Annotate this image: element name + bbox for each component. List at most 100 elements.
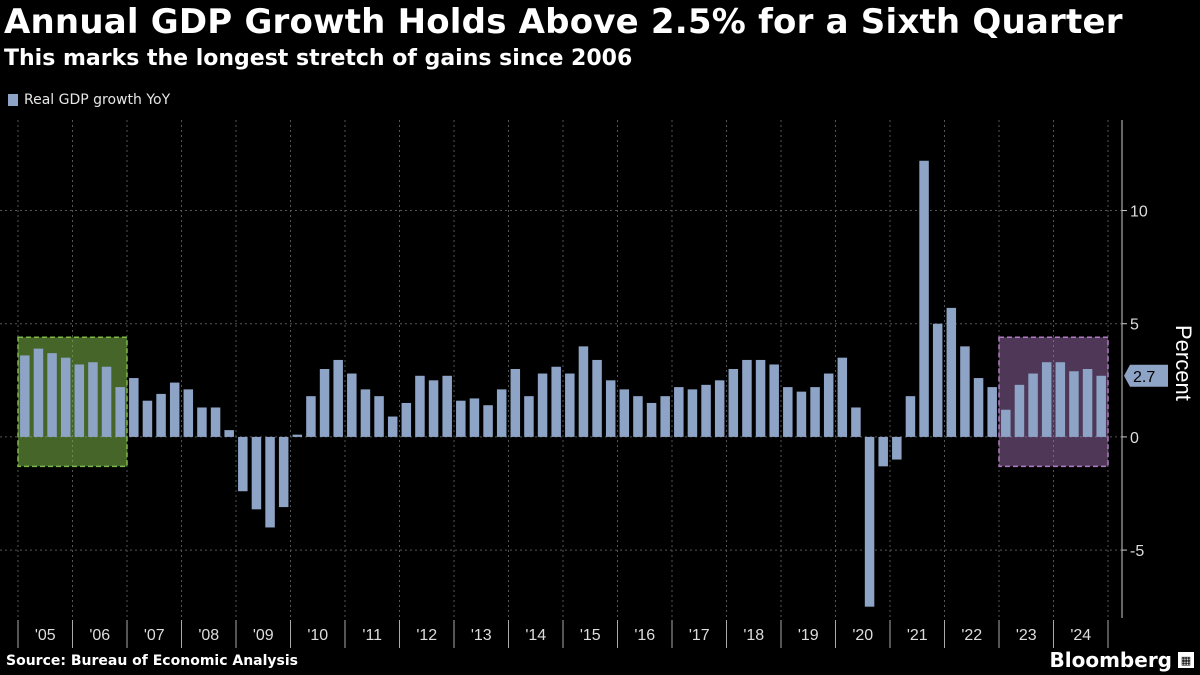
legend-swatch xyxy=(8,94,18,106)
bar xyxy=(33,348,44,437)
x-tick-label: '17 xyxy=(689,627,710,644)
bar xyxy=(946,307,957,437)
bar xyxy=(347,373,357,437)
x-tick-label: '16 xyxy=(634,627,655,644)
bar xyxy=(238,436,248,492)
bar-layer xyxy=(20,160,1106,607)
bar xyxy=(660,396,670,437)
bar xyxy=(469,398,480,437)
bar xyxy=(374,396,384,437)
bar xyxy=(483,405,493,437)
grid-layer xyxy=(0,120,1122,618)
bar xyxy=(1055,362,1066,437)
bar xyxy=(987,387,997,437)
x-tick-label: '11 xyxy=(362,627,382,644)
y-tick-label: 5 xyxy=(1130,317,1139,334)
bar xyxy=(415,375,425,437)
x-tick-label: '10 xyxy=(307,627,328,644)
bar xyxy=(823,373,834,437)
bar xyxy=(796,391,807,437)
bar xyxy=(224,430,234,437)
bar xyxy=(960,346,970,437)
bar xyxy=(1014,384,1025,437)
last-value-callout xyxy=(1124,364,1168,387)
bar xyxy=(892,436,902,460)
bar xyxy=(919,160,929,437)
bar xyxy=(565,373,575,437)
bar xyxy=(319,369,330,437)
bar xyxy=(851,407,861,437)
bar xyxy=(633,396,643,437)
x-tick-label: '14 xyxy=(525,627,546,644)
bar xyxy=(905,396,916,437)
bar xyxy=(592,359,602,437)
bar xyxy=(537,373,548,437)
x-tick-label: '23 xyxy=(1016,627,1037,644)
bar xyxy=(810,387,820,437)
axis-layer: 10 5 0 -5 Percent 2.7 '05 '06 '07 '08 '09 '10 '11 '12… xyxy=(17,120,1196,648)
bar xyxy=(74,364,85,437)
x-tick-label: '07 xyxy=(144,627,165,644)
bar xyxy=(456,400,466,437)
bar xyxy=(878,436,888,467)
bar xyxy=(115,387,125,437)
chart-title: Annual GDP Growth Holds Above 2.5% for a… xyxy=(4,2,1123,42)
bar xyxy=(687,389,698,437)
bar xyxy=(605,380,616,437)
bar xyxy=(510,369,521,437)
bar xyxy=(360,389,371,437)
x-tick-label: '24 xyxy=(1070,627,1091,644)
brand-logo: Bloomberg ▦ xyxy=(1050,648,1194,672)
bar xyxy=(142,400,153,437)
bar xyxy=(88,362,98,437)
x-tick-label: '18 xyxy=(743,627,764,644)
bar xyxy=(551,366,561,437)
bar xyxy=(837,357,848,437)
bar xyxy=(401,402,412,437)
bar xyxy=(129,378,139,437)
bar xyxy=(973,378,984,437)
bar xyxy=(728,369,739,437)
bar xyxy=(864,436,875,607)
bloomberg-mark-icon: ▦ xyxy=(1178,652,1194,668)
bar xyxy=(292,434,303,437)
bar xyxy=(47,353,57,437)
y-tick-label: 0 xyxy=(1130,430,1139,447)
bar xyxy=(769,364,779,437)
x-tick-label: '12 xyxy=(416,627,437,644)
bar xyxy=(1041,362,1052,437)
bar xyxy=(1082,369,1093,437)
bar xyxy=(442,375,452,437)
y-tick-label: 10 xyxy=(1130,204,1148,221)
source-note: Source: Bureau of Economic Analysis xyxy=(6,653,299,669)
legend-label: Real GDP growth YoY xyxy=(24,92,171,108)
x-tick-label: '22 xyxy=(961,627,982,644)
bar xyxy=(783,387,793,437)
x-tick-label: '06 xyxy=(89,627,110,644)
bar xyxy=(333,359,343,437)
x-tick-label: '05 xyxy=(35,627,56,644)
y-tick-label: -5 xyxy=(1130,543,1144,560)
legend: Real GDP growth YoY xyxy=(8,92,170,108)
bar xyxy=(169,382,180,437)
x-tick-label: '13 xyxy=(471,627,492,644)
bar xyxy=(60,357,71,437)
bar xyxy=(387,416,398,437)
bar xyxy=(619,389,630,437)
bar xyxy=(674,387,684,437)
bar xyxy=(428,380,439,437)
bar xyxy=(742,359,752,437)
bar xyxy=(578,346,589,437)
last-value-label: 2.7 xyxy=(1133,369,1155,386)
bar xyxy=(210,407,221,437)
bar xyxy=(1069,371,1079,437)
bar xyxy=(755,359,766,437)
x-tick-label: '20 xyxy=(852,627,873,644)
bar xyxy=(101,366,112,437)
bar xyxy=(1028,373,1038,437)
x-tick-label: '15 xyxy=(580,627,601,644)
bar xyxy=(306,396,316,437)
bar xyxy=(20,355,30,437)
bar xyxy=(278,436,289,508)
